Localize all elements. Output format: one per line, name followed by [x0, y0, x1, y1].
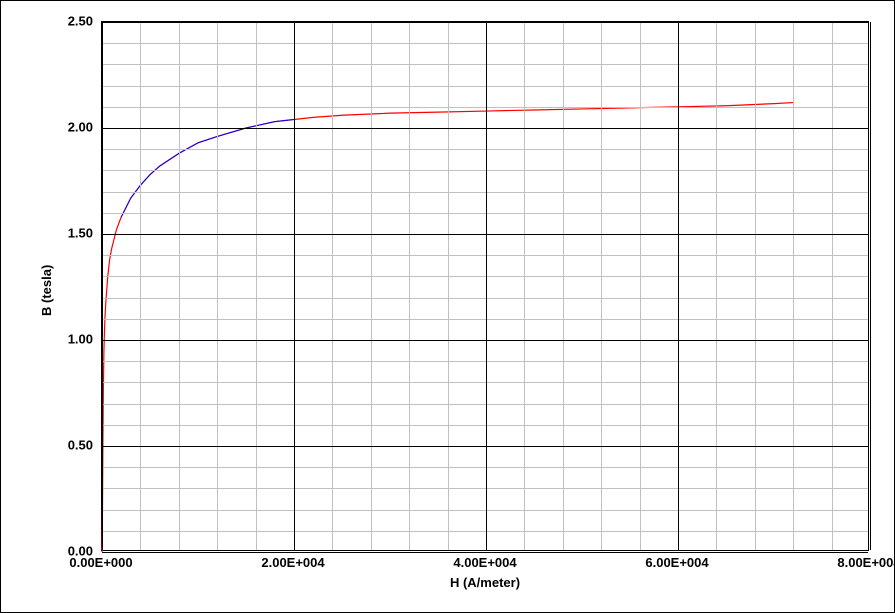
plot-area — [101, 21, 869, 551]
minor-grid-v — [140, 22, 141, 550]
major-grid-h — [102, 22, 868, 23]
major-grid-v — [678, 22, 679, 550]
minor-grid-v — [563, 22, 564, 550]
minor-grid-v — [832, 22, 833, 550]
minor-grid-v — [217, 22, 218, 550]
minor-grid-h — [102, 298, 868, 299]
y-tick-label: 2.50 — [68, 14, 93, 29]
minor-grid-h — [102, 43, 868, 44]
minor-grid-h — [102, 531, 868, 532]
minor-grid-v — [179, 22, 180, 550]
minor-grid-h — [102, 404, 868, 405]
x-tick-label: 6.00E+004 — [645, 555, 708, 570]
minor-grid-h — [102, 255, 868, 256]
x-axis-label: H (A/meter) — [450, 575, 520, 590]
minor-grid-v — [716, 22, 717, 550]
major-grid-h — [102, 446, 868, 447]
minor-grid-h — [102, 170, 868, 171]
minor-grid-h — [102, 467, 868, 468]
y-tick-label: 0.00 — [68, 544, 93, 559]
y-axis-label: B (tesla) — [39, 265, 54, 316]
minor-grid-h — [102, 488, 868, 489]
y-tick-label: 1.50 — [68, 226, 93, 241]
minor-grid-v — [332, 22, 333, 550]
minor-grid-v — [640, 22, 641, 550]
minor-grid-h — [102, 276, 868, 277]
minor-grid-h — [102, 382, 868, 383]
y-tick-label: 2.00 — [68, 120, 93, 135]
minor-grid-h — [102, 149, 868, 150]
x-tick-label: 4.00E+004 — [453, 555, 516, 570]
major-grid-h — [102, 340, 868, 341]
minor-grid-h — [102, 361, 868, 362]
minor-grid-h — [102, 86, 868, 87]
minor-grid-h — [102, 425, 868, 426]
major-grid-v — [294, 22, 295, 550]
chart-frame: B (tesla) H (A/meter) 0.00E+0002.00E+004… — [0, 0, 895, 613]
minor-grid-h — [102, 213, 868, 214]
major-grid-v — [102, 22, 103, 550]
minor-grid-v — [448, 22, 449, 550]
minor-grid-v — [601, 22, 602, 550]
y-tick-label: 0.50 — [68, 438, 93, 453]
series-line — [121, 120, 294, 218]
major-grid-h — [102, 552, 868, 553]
minor-grid-h — [102, 64, 868, 65]
major-grid-h — [102, 128, 868, 129]
minor-grid-h — [102, 319, 868, 320]
x-tick-label: 2.00E+004 — [261, 555, 324, 570]
minor-grid-v — [371, 22, 372, 550]
minor-grid-h — [102, 192, 868, 193]
x-tick-label: 8.00E+004 — [837, 555, 895, 570]
y-tick-label: 1.00 — [68, 332, 93, 347]
major-grid-v — [870, 22, 871, 550]
minor-grid-h — [102, 107, 868, 108]
minor-grid-h — [102, 510, 868, 511]
minor-grid-v — [256, 22, 257, 550]
minor-grid-v — [524, 22, 525, 550]
major-grid-h — [102, 234, 868, 235]
minor-grid-v — [755, 22, 756, 550]
minor-grid-v — [409, 22, 410, 550]
major-grid-v — [486, 22, 487, 550]
minor-grid-v — [793, 22, 794, 550]
